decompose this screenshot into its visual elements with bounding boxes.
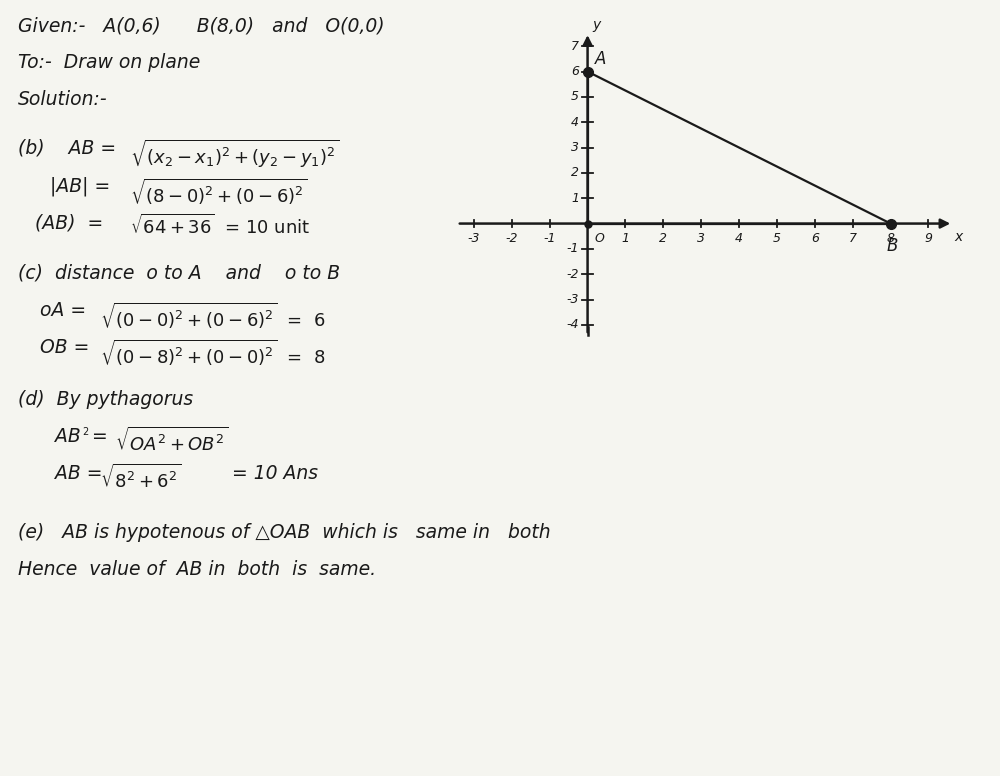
Text: 4: 4 [571, 116, 579, 129]
Text: 5: 5 [773, 232, 781, 244]
Text: -4: -4 [567, 318, 579, 331]
Text: 1: 1 [571, 192, 579, 205]
Text: = 10 Ans: = 10 Ans [220, 464, 318, 483]
Text: oA =: oA = [40, 301, 92, 320]
Text: 1: 1 [621, 232, 629, 244]
Text: x: x [954, 230, 962, 244]
Text: 7: 7 [571, 40, 579, 53]
Text: -2: -2 [506, 232, 518, 244]
Text: (b)    AB =: (b) AB = [18, 138, 122, 157]
Text: $\sqrt{(0-0)^2+(0-6)^2}$  =  6: $\sqrt{(0-0)^2+(0-6)^2}$ = 6 [100, 301, 326, 331]
Text: 4: 4 [735, 232, 743, 244]
Text: -2: -2 [567, 268, 579, 281]
Text: 6: 6 [571, 65, 579, 78]
Text: Given:-   A(0,6)      B(8,0)   and   O(0,0): Given:- A(0,6) B(8,0) and O(0,0) [18, 16, 385, 35]
Text: |AB| =: |AB| = [50, 177, 116, 196]
Text: O: O [594, 233, 604, 245]
Text: -1: -1 [543, 232, 556, 244]
Text: To:-  Draw on plane: To:- Draw on plane [18, 53, 200, 72]
Text: (e)   AB is hypotenous of △OAB  which is   same in   both: (e) AB is hypotenous of △OAB which is sa… [18, 523, 551, 542]
Text: AB =: AB = [55, 464, 108, 483]
Text: 3: 3 [697, 232, 705, 244]
Text: $^2$: $^2$ [82, 427, 89, 441]
Text: (c)  distance  o to A    and    o to B: (c) distance o to A and o to B [18, 264, 340, 283]
Text: B: B [887, 237, 898, 255]
Text: 8: 8 [887, 232, 895, 244]
Text: (AB)  =: (AB) = [35, 214, 109, 233]
Text: y: y [592, 19, 600, 33]
Text: OB =: OB = [40, 338, 95, 357]
Text: 9: 9 [924, 232, 932, 244]
Text: Solution:-: Solution:- [18, 90, 108, 109]
Text: -1: -1 [567, 242, 579, 255]
Text: 2: 2 [659, 232, 667, 244]
Text: $\sqrt{64+36}$  = 10 unit: $\sqrt{64+36}$ = 10 unit [130, 214, 310, 238]
Text: $\sqrt{OA^2+OB^2}$: $\sqrt{OA^2+OB^2}$ [115, 427, 228, 455]
Text: =: = [92, 427, 114, 445]
Text: 7: 7 [849, 232, 857, 244]
Text: $\sqrt{(x_2-x_1)^2+(y_2-y_1)^2}$: $\sqrt{(x_2-x_1)^2+(y_2-y_1)^2}$ [130, 138, 339, 171]
Text: 6: 6 [811, 232, 819, 244]
Text: (d)  By pythagorus: (d) By pythagorus [18, 390, 193, 409]
Text: 5: 5 [571, 90, 579, 103]
Text: AB: AB [55, 427, 81, 445]
Text: $\sqrt{8^2+6^2}$: $\sqrt{8^2+6^2}$ [100, 464, 181, 492]
Text: 3: 3 [571, 141, 579, 154]
Text: 2: 2 [571, 166, 579, 179]
Text: $\sqrt{(8-0)^2+(0-6)^2}$: $\sqrt{(8-0)^2+(0-6)^2}$ [130, 177, 307, 207]
Text: Hence  value of  AB in  both  is  same.: Hence value of AB in both is same. [18, 560, 376, 579]
Text: $\sqrt{(0-8)^2+(0-0)^2}$  =  8: $\sqrt{(0-8)^2+(0-0)^2}$ = 8 [100, 338, 326, 369]
Text: -3: -3 [567, 293, 579, 306]
Text: A: A [595, 50, 607, 68]
Text: -3: -3 [468, 232, 480, 244]
